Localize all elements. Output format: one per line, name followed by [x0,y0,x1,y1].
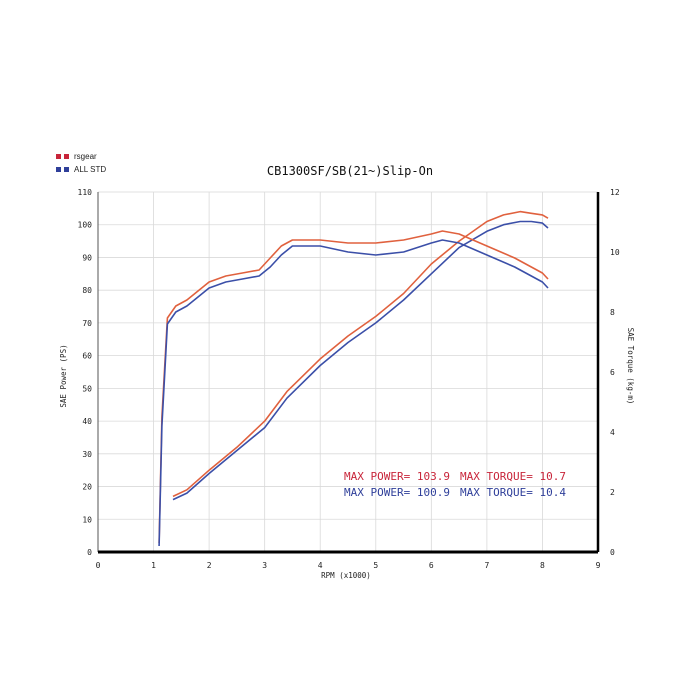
y-tick-label: 0 [87,548,92,557]
x-tick-label: 8 [540,561,545,570]
y-tick-label: 110 [78,188,93,197]
all-std-torque-line [158,239,549,547]
y-axis-label: SAE Power (PS) [59,344,68,407]
rsgear-power-line [172,210,549,498]
x-axis-label: RPM (x1000) [321,571,371,580]
y-tick-label: 90 [82,253,92,262]
legend: rsgear ALL STD [56,150,106,176]
y-tick-label: 80 [82,286,92,295]
legend-label-rsgear: rsgear [74,152,97,161]
x-tick-label: 0 [96,561,101,570]
y2-tick-label: 4 [610,428,615,437]
annotation-rsgear-max-power: MAX POWER= 103.9 [344,470,450,483]
x-tick-label: 3 [262,561,267,570]
chart-title: CB1300SF/SB(21~)Slip-On [267,164,433,178]
legend-item-rsgear: rsgear [56,150,106,163]
y2-tick-label: 8 [610,308,615,317]
y-tick-label: 40 [82,417,92,426]
annotation-rsgear-max-torque: MAX TORQUE= 10.7 [460,470,566,483]
y-tick-label: 70 [82,319,92,328]
y2-tick-label: 6 [610,368,615,377]
y2-tick-label: 12 [610,188,620,197]
rsgear-torque-line [158,230,549,544]
x-tick-label: 7 [484,561,489,570]
x-tick-label: 9 [596,561,601,570]
y-tick-label: 100 [78,221,93,230]
series [158,210,549,547]
all-std-power-line [172,220,549,501]
x-tick-label: 6 [429,561,434,570]
legend-swatch-all-std [56,167,70,172]
y2-tick-label: 0 [610,548,615,557]
x-tick-label: 4 [318,561,323,570]
y2-tick-label: 2 [610,488,615,497]
annotation-std-max-power: MAX POWER= 100.9 [344,486,450,499]
y2-tick-label: 10 [610,248,620,257]
legend-item-all-std: ALL STD [56,163,106,176]
x-tick-label: 2 [207,561,212,570]
y2-axis-label: SAE Torque (kg-m) [626,328,635,405]
y-tick-label: 60 [82,352,92,361]
y-tick-label: 30 [82,450,92,459]
legend-label-all-std: ALL STD [74,165,107,174]
y-tick-label: 20 [82,483,92,492]
y-tick-label: 50 [82,384,92,393]
x-tick-label: 1 [151,561,156,570]
y-tick-label: 10 [82,515,92,524]
x-tick-label: 5 [373,561,378,570]
legend-swatch-rsgear [56,154,70,159]
axes: 0 1 2 3 4 5 6 7 8 9010203040506070809010011002468… [78,188,620,570]
annotation-std-max-torque: MAX TORQUE= 10.4 [460,486,566,499]
